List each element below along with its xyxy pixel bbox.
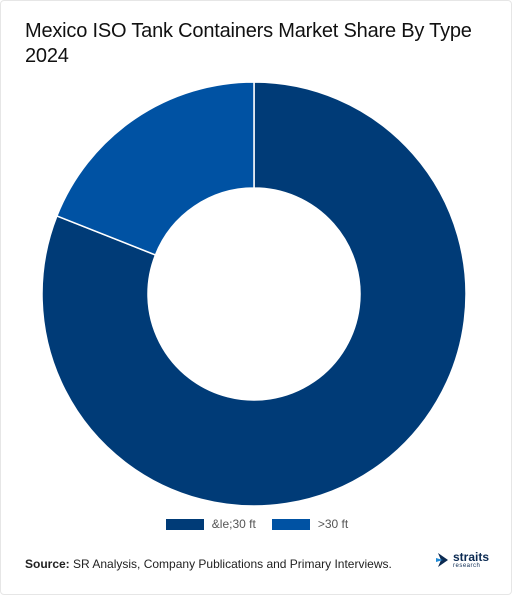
legend-swatch-le30	[165, 518, 204, 530]
source-text: SR Analysis, Company Publications and Pr…	[69, 557, 392, 571]
legend-swatch-gt30	[271, 518, 310, 530]
logo-arrow-icon	[436, 553, 448, 567]
legend-item-le30: &le;30 ft	[165, 517, 256, 531]
straits-research-logo: straits research	[436, 551, 489, 569]
source-label: Source:	[25, 557, 70, 571]
logo-name: straits	[453, 550, 490, 564]
legend: &le;30 ft >30 ft	[0, 517, 514, 531]
source-note: Source: SR Analysis, Company Publication…	[25, 557, 392, 571]
donut-slice-1	[55, 81, 255, 256]
chart-title: Mexico ISO Tank Containers Market Share …	[25, 20, 472, 67]
legend-item-gt30: >30 ft	[271, 517, 349, 531]
legend-label-le30: &le;30 ft	[211, 517, 256, 531]
donut-slice-0	[41, 81, 467, 507]
logo-subtitle: research	[453, 563, 481, 569]
legend-label-gt30: >30 ft	[317, 517, 349, 531]
